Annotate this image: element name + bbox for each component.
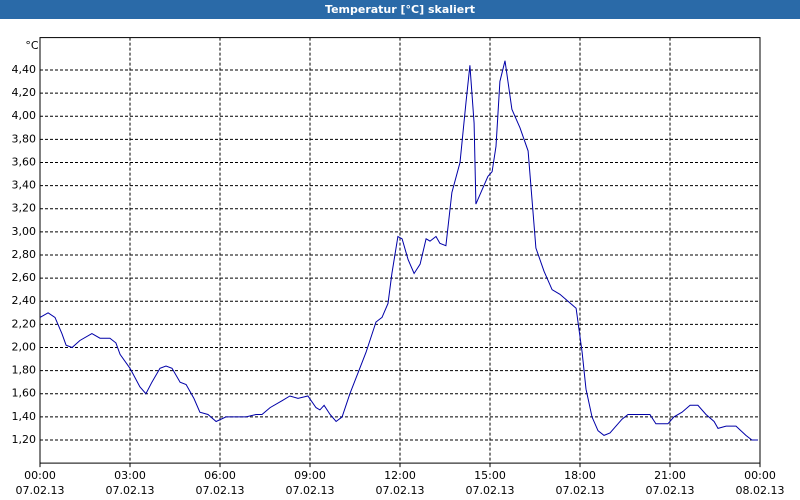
y-tick-label: 2,40 xyxy=(12,294,37,307)
y-tick-label: 3,00 xyxy=(12,225,37,238)
x-tick-date: 08.02.13 xyxy=(736,484,785,497)
y-tick-label: 2,60 xyxy=(12,271,37,284)
y-tick-label: 1,40 xyxy=(12,410,37,423)
y-tick-label: 1,80 xyxy=(12,364,37,377)
x-tick-label: 18:00 xyxy=(564,469,596,482)
x-tick-label: 00:00 xyxy=(24,469,56,482)
x-tick-date: 07.02.13 xyxy=(286,484,335,497)
y-tick-label: 3,40 xyxy=(12,179,37,192)
line-series xyxy=(39,60,758,441)
x-tick-date: 07.02.13 xyxy=(16,484,65,497)
y-tick-label: 2,00 xyxy=(12,340,37,353)
x-tick-date: 07.02.13 xyxy=(556,484,605,497)
x-tick-label: 15:00 xyxy=(474,469,506,482)
chart-title: Temperatur [°C] skaliert xyxy=(0,0,800,19)
x-tick-date: 07.02.13 xyxy=(376,484,425,497)
y-tick-label: 2,80 xyxy=(12,248,37,261)
x-tick-date: 07.02.13 xyxy=(646,484,695,497)
x-tick-label: 00:00 xyxy=(744,469,776,482)
y-tick-label: 4,00 xyxy=(12,109,37,122)
y-tick-label: 4,20 xyxy=(12,86,37,99)
y-tick-label: 3,80 xyxy=(12,132,37,145)
x-tick-date: 07.02.13 xyxy=(196,484,245,497)
x-tick-label: 21:00 xyxy=(654,469,686,482)
y-unit: °C xyxy=(25,39,39,52)
x-tick-date: 07.02.13 xyxy=(466,484,515,497)
y-tick-label: 3,20 xyxy=(12,202,37,215)
y-tick-label: 1,60 xyxy=(12,387,37,400)
x-tick-label: 09:00 xyxy=(294,469,326,482)
y-tick-label: 1,20 xyxy=(12,433,37,446)
x-tick-label: 03:00 xyxy=(114,469,146,482)
y-tick-label: 3,60 xyxy=(12,155,37,168)
y-tick-label: 4,40 xyxy=(12,63,37,76)
x-tick-label: 06:00 xyxy=(204,469,236,482)
x-tick-label: 12:00 xyxy=(384,469,416,482)
x-tick-date: 07.02.13 xyxy=(106,484,155,497)
y-tick-label: 2,20 xyxy=(12,317,37,330)
